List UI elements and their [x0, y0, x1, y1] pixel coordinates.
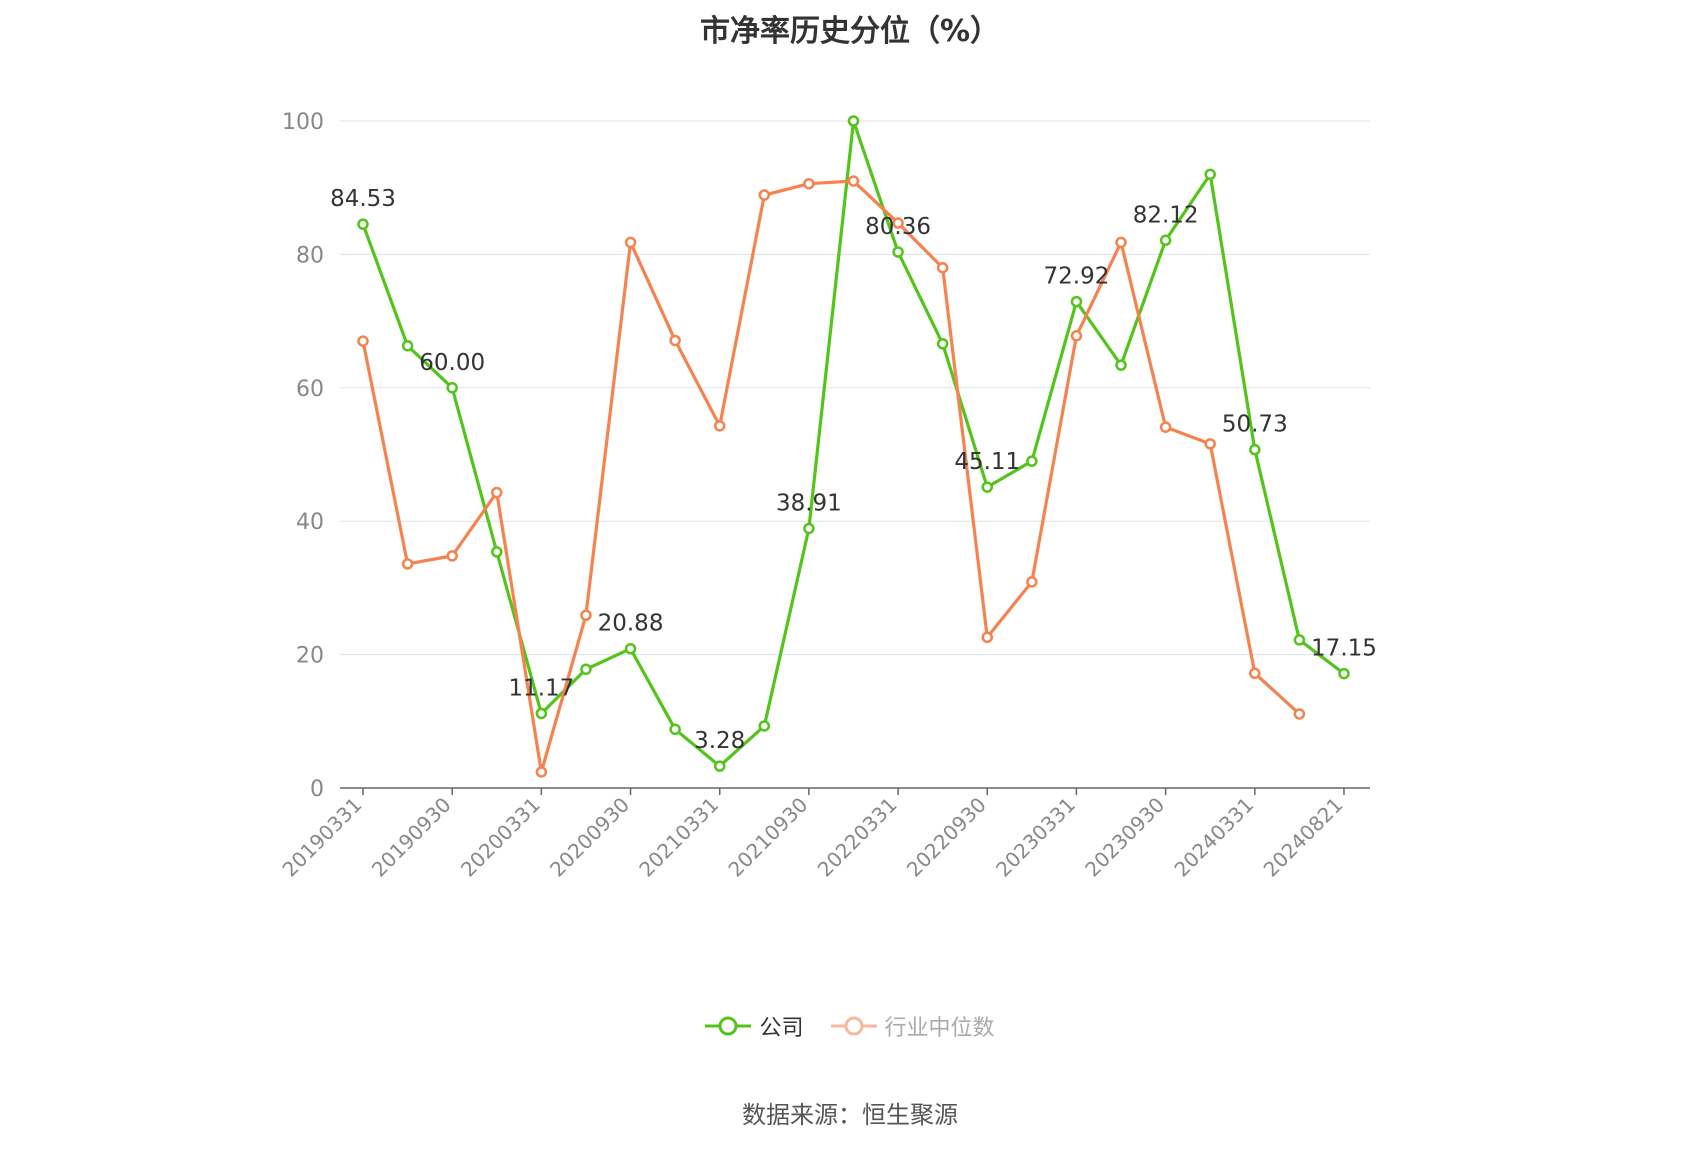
industry-data-point	[1159, 421, 1172, 433]
legend-label-company: 公司	[759, 1016, 804, 1041]
y-tick-label: 60	[296, 377, 324, 402]
company-data-point	[803, 522, 815, 535]
x-tick-label: 20210331	[634, 793, 723, 882]
chart-title: 市净率历史分位（%）	[699, 14, 1001, 49]
industry-data-point	[1070, 330, 1083, 342]
company-data-label: 45.11	[954, 449, 1020, 475]
company-data-label: 60.00	[419, 350, 485, 376]
industry-data-point	[669, 334, 681, 347]
company-data-point	[580, 663, 592, 676]
company-data-point	[1070, 295, 1083, 308]
company-data-point	[847, 115, 860, 127]
company-data-label: 50.73	[1222, 412, 1288, 438]
y-tick-label: 40	[296, 510, 324, 535]
x-tick-label: 20200930	[545, 793, 634, 882]
company-data-point	[981, 481, 994, 493]
company-data-point	[491, 546, 503, 558]
legend: 公司 行业中位数	[0, 1010, 1700, 1044]
x-tick-label: 20220930	[902, 793, 991, 882]
industry-data-point	[580, 609, 592, 621]
company-data-label: 84.53	[330, 186, 396, 212]
company-data-point	[1115, 359, 1127, 371]
x-tick-label: 20210930	[723, 793, 812, 882]
grid-layer	[340, 120, 1370, 656]
company-data-point	[535, 707, 548, 720]
industry-data-point	[892, 217, 904, 229]
x-tick-label: 20220331	[813, 793, 902, 882]
company-data-point	[401, 340, 414, 352]
legend-item-company[interactable]: 公司	[705, 1010, 804, 1042]
x-tick-label: 20240821	[1259, 793, 1348, 882]
company-data-point	[446, 382, 458, 394]
y-tick-label: 20	[296, 644, 324, 669]
legend-item-industry[interactable]: 行业中位数	[830, 1010, 995, 1042]
company-data-point	[1249, 443, 1261, 456]
y-tick-label: 0	[310, 777, 324, 802]
series-layer	[357, 115, 1350, 778]
industry-data-point	[847, 175, 860, 187]
company-data-point	[1159, 234, 1172, 247]
data-source-note: 数据来源：恒生聚源	[742, 1101, 958, 1129]
company-data-label: 72.92	[1044, 264, 1110, 290]
industry-data-point	[1026, 576, 1038, 588]
x-tick-label: 20190930	[367, 793, 456, 882]
legend-swatch-company-icon	[705, 1016, 752, 1036]
industry-data-point	[357, 335, 369, 347]
industry-data-point	[758, 189, 771, 201]
x-tick-label: 20190331	[278, 793, 367, 882]
industry-data-point	[624, 236, 637, 249]
x-tick-label: 20200331	[456, 793, 545, 882]
company-data-point	[357, 218, 369, 230]
company-data-point	[1204, 168, 1216, 181]
legend-swatch-industry-icon	[830, 1016, 877, 1036]
legend-label-industry: 行业中位数	[884, 1016, 995, 1041]
industry-series-line	[361, 179, 1301, 774]
company-data-label: 11.17	[508, 675, 574, 701]
company-data-point	[1338, 667, 1350, 680]
industry-data-point	[713, 420, 726, 432]
company-data-label: 3.28	[694, 728, 745, 754]
x-tick-label: 20230331	[991, 793, 1080, 882]
company-data-label: 20.88	[598, 611, 664, 637]
industry-data-point	[1204, 438, 1216, 450]
company-data-point	[669, 723, 681, 736]
company-data-point	[892, 246, 904, 258]
industry-data-point	[401, 558, 414, 570]
industry-data-point	[1249, 667, 1261, 680]
company-data-point	[1293, 634, 1306, 646]
company-data-label: 82.12	[1133, 202, 1199, 228]
company-data-point	[624, 642, 637, 655]
company-data-point	[758, 720, 771, 732]
data-label-layer: 84.53 60.00 11.17 20.88 3.28 38.91 80.36 45.11 7…	[330, 186, 1377, 754]
company-data-label: 80.36	[865, 214, 931, 240]
y-tick-label: 80	[296, 243, 324, 268]
company-data-point	[713, 760, 726, 772]
company-data-label: 38.91	[776, 490, 842, 516]
industry-data-point	[1293, 708, 1306, 720]
industry-data-point	[535, 766, 548, 778]
x-tick-label: 20230930	[1080, 793, 1169, 882]
line-chart: 0 20 40 60 80 100 20190331 20190930 20200331 2020…	[278, 110, 1377, 882]
industry-data-point	[446, 550, 458, 562]
x-tick-label: 20240331	[1169, 793, 1258, 882]
industry-data-point	[936, 261, 949, 274]
y-tick-label: 100	[282, 110, 324, 135]
company-data-point	[936, 338, 949, 350]
industry-data-point	[981, 631, 994, 644]
company-data-point	[1026, 455, 1038, 467]
industry-data-point	[803, 177, 815, 190]
industry-data-point	[1115, 236, 1127, 249]
industry-data-point	[491, 486, 503, 499]
company-data-label: 17.15	[1311, 636, 1377, 662]
